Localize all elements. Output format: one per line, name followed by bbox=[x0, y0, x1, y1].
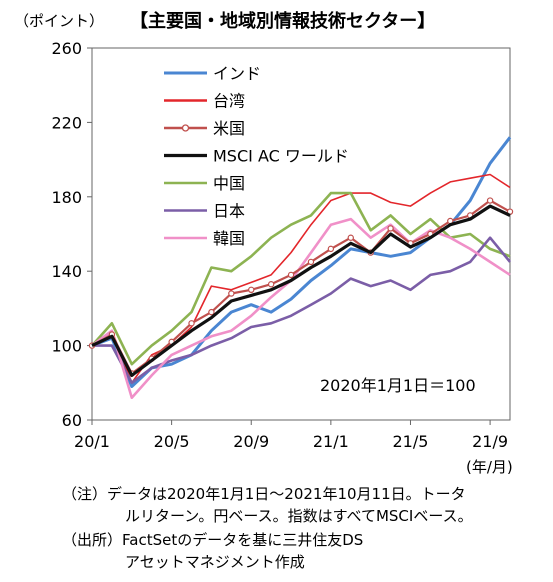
note-block-2: ルリターン。円ベース。指数はすべてMSCIベース。 bbox=[125, 506, 473, 526]
x-tick-label: 21/1 bbox=[313, 432, 349, 451]
series-line bbox=[91, 204, 511, 377]
legend-label: MSCI AC ワールド bbox=[213, 147, 349, 166]
series-point bbox=[347, 234, 354, 241]
y-axis: 60 100 140 180 220 260 bbox=[51, 39, 92, 430]
series-point bbox=[327, 245, 335, 253]
legend-item: 台湾 bbox=[164, 92, 245, 111]
y-tick-label: 140 bbox=[51, 262, 82, 281]
legend-item: 日本 bbox=[164, 202, 245, 221]
note-block-1: （注）データは2020年1月1日～2021年10月11日。トータ bbox=[62, 484, 466, 504]
legend-label: 米国 bbox=[213, 119, 245, 138]
x-tick-label: 21/5 bbox=[393, 432, 429, 451]
y-tick-label: 180 bbox=[51, 188, 82, 207]
x-tick-label: 20/5 bbox=[154, 432, 190, 451]
y-tick-label: 220 bbox=[51, 113, 82, 132]
legend-label: インド bbox=[213, 64, 261, 83]
legend-item: MSCI AC ワールド bbox=[164, 147, 349, 166]
series-6 bbox=[91, 217, 511, 400]
legend-label: 韓国 bbox=[213, 229, 245, 248]
series-point bbox=[228, 290, 235, 297]
series-point bbox=[248, 286, 255, 293]
x-tick-label: 20/1 bbox=[74, 432, 110, 451]
legend-label: 日本 bbox=[213, 202, 245, 221]
legend-item: インド bbox=[164, 64, 261, 83]
source-line-1: FactSetのデータを基に三井住友DS bbox=[122, 531, 364, 549]
legend-label: 台湾 bbox=[213, 92, 245, 111]
series-point bbox=[387, 225, 394, 232]
y-tick-label: 60 bbox=[62, 411, 82, 430]
legend-marker bbox=[181, 124, 190, 132]
y-unit-label: （ポイント） bbox=[14, 12, 104, 30]
legend-item: 韓国 bbox=[164, 229, 245, 248]
series-layer bbox=[88, 136, 514, 400]
legend-item: 米国 bbox=[164, 119, 245, 138]
series-line bbox=[91, 199, 511, 375]
x-tick-label: 21/9 bbox=[472, 432, 508, 451]
source-block-2: アセットマネジメント作成 bbox=[125, 552, 305, 572]
source-line-2: アセットマネジメント作成 bbox=[125, 553, 305, 571]
base-note: 2020年1月1日＝100 bbox=[320, 376, 476, 395]
series-point bbox=[188, 320, 195, 327]
source-block-1: （出所）FactSetのデータを基に三井住友DS bbox=[62, 530, 363, 550]
note-line-1: データは2020年1月1日～2021年10月11日。トータ bbox=[107, 485, 466, 503]
series-point bbox=[267, 281, 275, 288]
y-tick-label: 260 bbox=[51, 39, 82, 58]
legend-item: 中国 bbox=[164, 174, 245, 193]
x-unit-label: (年/月) bbox=[466, 458, 513, 476]
legend-label: 中国 bbox=[213, 174, 245, 193]
series-point bbox=[486, 197, 494, 204]
note-line-2: ルリターン。円ベース。指数はすべてMSCIベース。 bbox=[125, 507, 473, 525]
series-point bbox=[287, 271, 295, 279]
series-point bbox=[307, 258, 315, 266]
series-point bbox=[208, 308, 215, 316]
x-axis: 20/1 20/5 20/9 21/1 21/5 21/9 bbox=[74, 420, 508, 451]
chart-title: 【主要国・地域別情報技術セクター】 bbox=[130, 10, 435, 32]
x-tick-label: 20/9 bbox=[233, 432, 269, 451]
y-tick-label: 100 bbox=[51, 337, 82, 356]
note-prefix: （注） bbox=[62, 485, 108, 503]
source-prefix: （出所） bbox=[62, 531, 123, 549]
series-line bbox=[91, 217, 511, 400]
series-3 bbox=[91, 204, 511, 377]
